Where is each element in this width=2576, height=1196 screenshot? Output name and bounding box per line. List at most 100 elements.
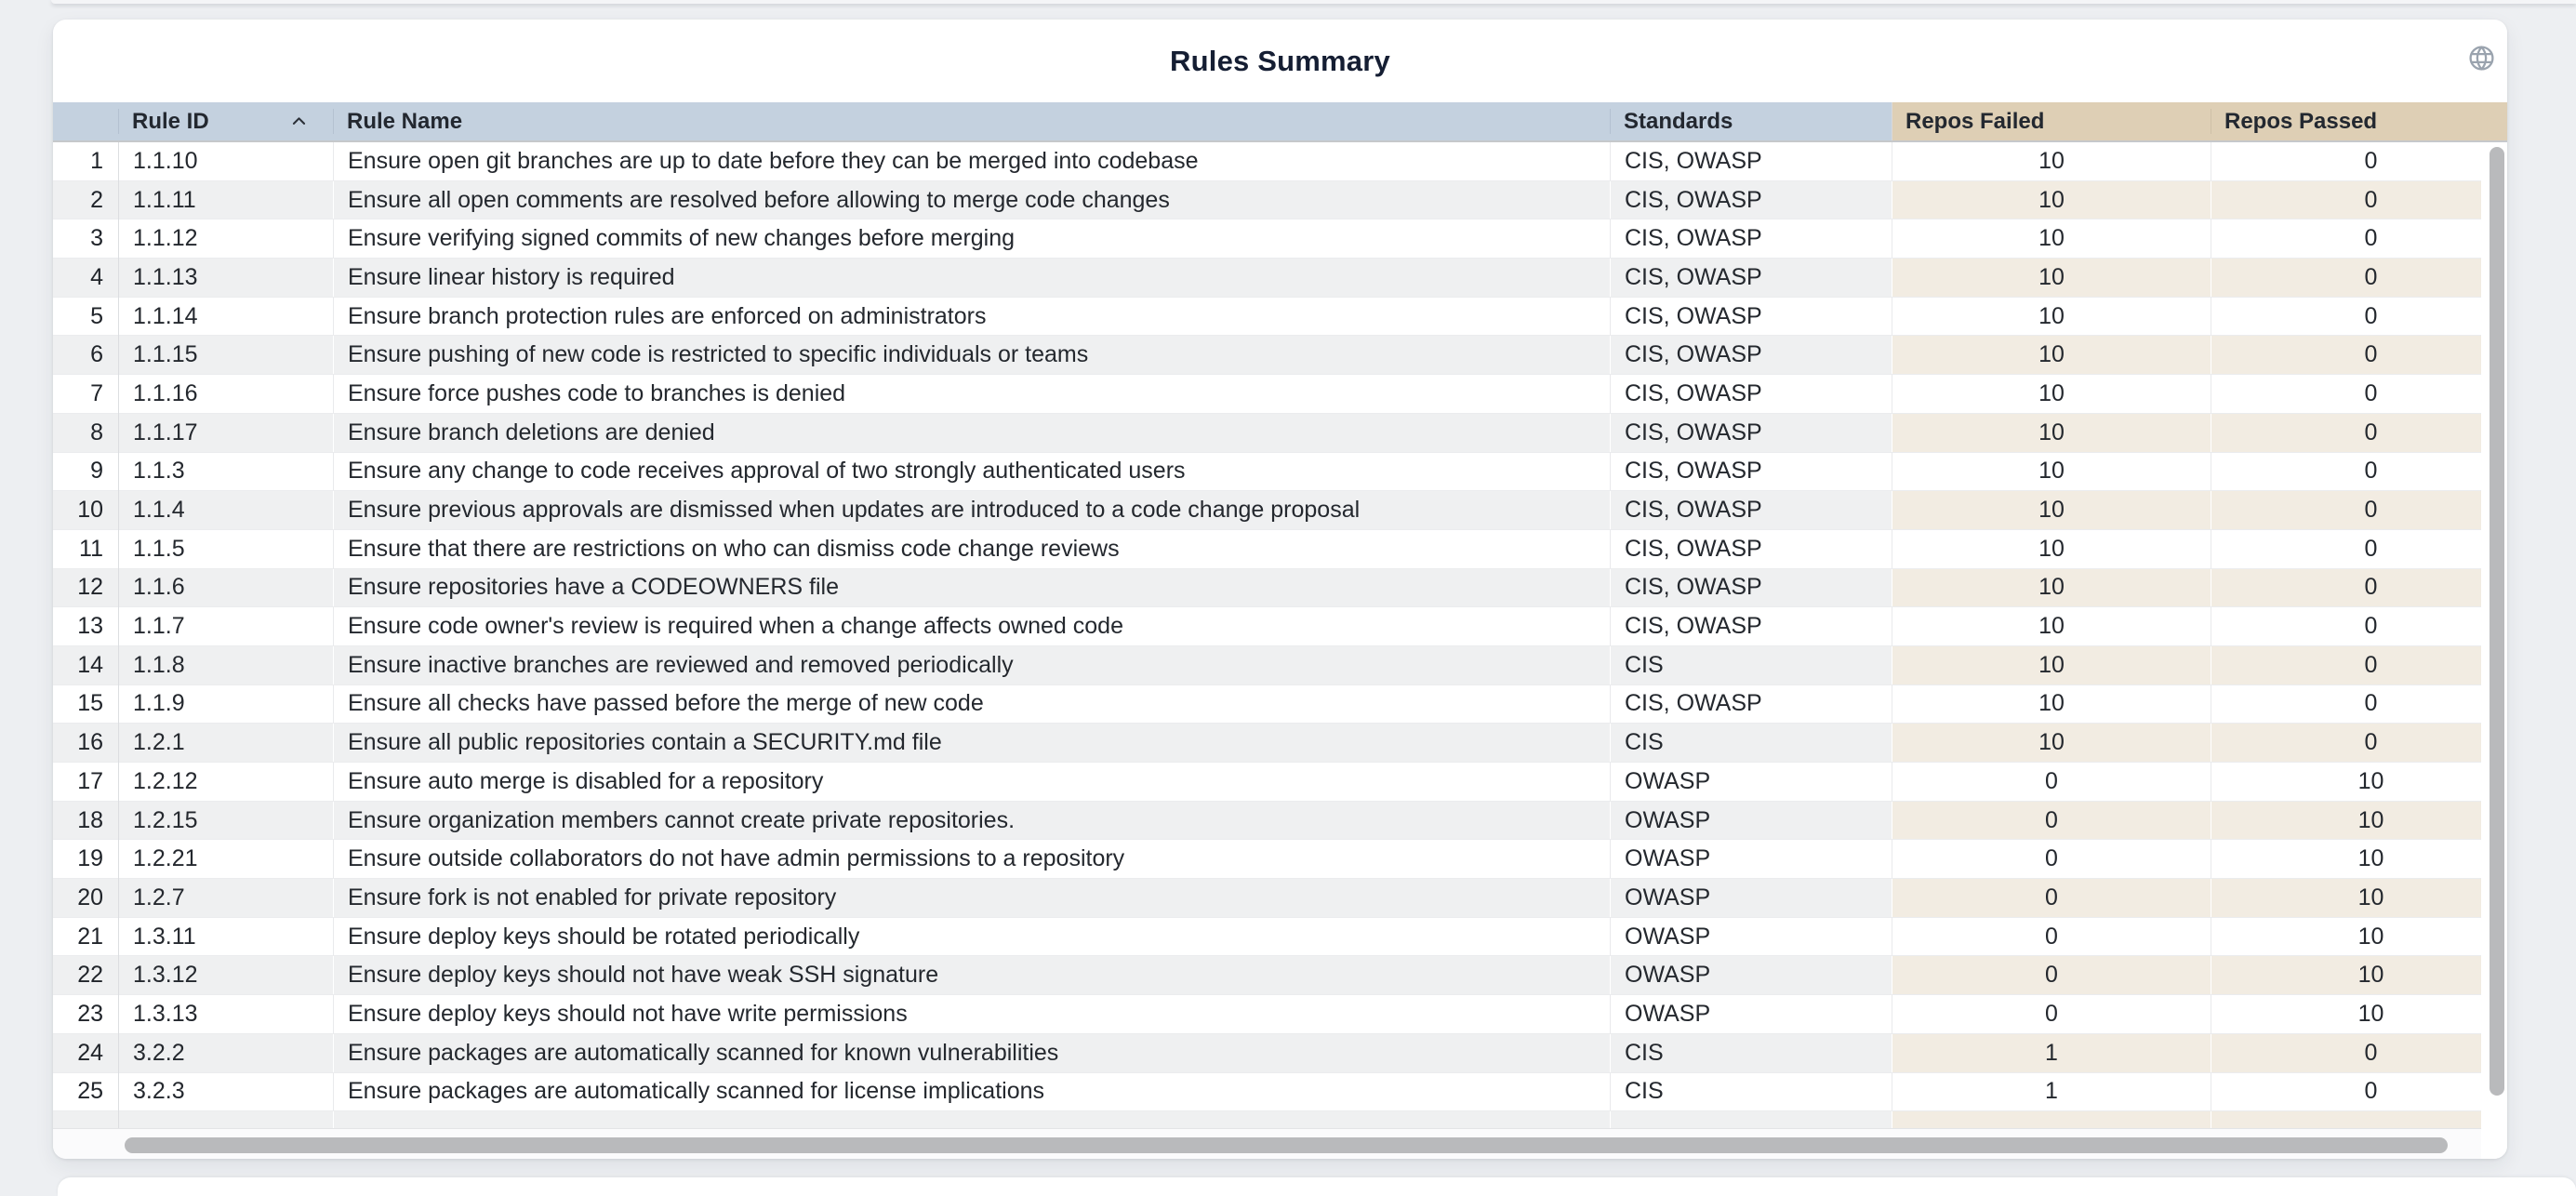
- header-repos-passed[interactable]: Repos Passed: [2211, 102, 2507, 140]
- table-row[interactable]: 5 1.1.14 Ensure branch protection rules ar…: [53, 297, 2481, 337]
- horizontal-scrollbar-thumb[interactable]: [125, 1137, 2448, 1153]
- row-number-cell: 23: [77, 1000, 103, 1027]
- standards-cell: CIS, OWASP: [1610, 219, 1892, 259]
- row-number-column-divider: [118, 142, 119, 1159]
- repos-failed-cell: 10: [1892, 724, 2211, 762]
- rule-id-cell: 3.2.3: [118, 1072, 333, 1111]
- table-row[interactable]: 7 1.1.16 Ensure force pushes code to branc…: [53, 375, 2481, 414]
- standards-cell: CIS, OWASP: [1610, 491, 1892, 529]
- row-number-cell: 18: [53, 801, 118, 840]
- table-row[interactable]: 13 1.1.7 Ensure code owner's review is req…: [53, 607, 2481, 646]
- table-row[interactable]: 15 1.1.9 Ensure all checks have passed bef…: [53, 684, 2481, 724]
- repos-failed-cell: 10: [1892, 142, 2211, 180]
- table-row[interactable]: 8 1.1.17 Ensure branch deletions are denie…: [53, 413, 2481, 453]
- rule-id-cell: 1.1.13: [118, 259, 333, 297]
- repos-failed-cell: 10: [1892, 529, 2211, 568]
- repos-passed-cell: 0: [2211, 219, 2481, 259]
- standards-cell: CIS: [1610, 1033, 1892, 1072]
- standards-cell: CIS: [1610, 1072, 1892, 1111]
- repos-passed-cell: 0: [2211, 529, 2481, 568]
- repos-failed-cell: 10: [1892, 336, 2211, 375]
- vertical-scrollbar-thumb[interactable]: [2490, 147, 2504, 1096]
- table-row[interactable]: 16 1.2.1 Ensure all public repositories co…: [53, 724, 2481, 763]
- row-number-cell: 8: [53, 413, 118, 452]
- rule-name-cell: Ensure any change to code receives appro…: [333, 452, 1610, 491]
- header-standards[interactable]: Standards: [1610, 102, 1892, 140]
- row-number-cell: 6: [53, 336, 118, 375]
- row-number-cell: 22: [53, 956, 118, 995]
- table-row[interactable]: 6 1.1.15 Ensure pushing of new code is res…: [53, 336, 2481, 376]
- table-row[interactable]: 12 1.1.6 Ensure repositories have a CODEOW…: [53, 568, 2481, 608]
- repos-passed-cell: 0: [2211, 607, 2481, 645]
- table-row[interactable]: 1 1.1.10 Ensure open git branches are up t…: [53, 142, 2481, 181]
- repos-failed-cell: 10: [1892, 375, 2211, 413]
- header-rule-name[interactable]: Rule Name: [333, 102, 1610, 140]
- rule-name-cell: Ensure packages are automatically scanne…: [333, 1072, 1610, 1111]
- rule-name-cell: Ensure fork is not enabled for private r…: [333, 879, 1610, 917]
- rule-name-cell: Ensure all public repositories contain a…: [333, 724, 1610, 762]
- rule-name-cell: Ensure deploy keys should be rotated per…: [333, 917, 1610, 956]
- row-number-cell: 19: [77, 845, 103, 872]
- next-card-top-edge: [58, 1177, 2576, 1196]
- repos-failed-cell: 10: [1892, 684, 2211, 724]
- row-number-cell: 1: [90, 147, 103, 174]
- row-number-cell: 13: [77, 613, 103, 640]
- repos-passed-cell: 0: [2211, 645, 2481, 684]
- rule-name-cell: Ensure branch deletions are denied: [333, 413, 1610, 452]
- scrollbar-corner: [2481, 1128, 2507, 1159]
- globe-icon: [2469, 46, 2494, 71]
- rule-id-cell: 1.1.9: [118, 684, 333, 724]
- row-number-cell: 4: [53, 259, 118, 297]
- table-row[interactable]: 24 3.2.2 Ensure packages are automatically…: [53, 1033, 2481, 1073]
- rule-id-cell: 1.1.17: [118, 413, 333, 452]
- table-row[interactable]: 19 1.2.21 Ensure outside collaborators do …: [53, 840, 2481, 880]
- rule-name-cell: Ensure auto merge is disabled for a repo…: [333, 763, 1610, 801]
- rule-id-cell: 1.3.11: [118, 917, 333, 956]
- row-number-cell: 25: [77, 1078, 103, 1105]
- repos-failed-cell: 0: [1892, 879, 2211, 917]
- repos-passed-cell: 0: [2211, 491, 2481, 529]
- header-label: Rule ID: [132, 108, 209, 134]
- table-row[interactable]: 11 1.1.5 Ensure that there are restriction…: [53, 529, 2481, 569]
- table-row[interactable]: 22 1.3.12 Ensure deploy keys should not ha…: [53, 956, 2481, 996]
- row-number-cell: 12: [53, 568, 118, 607]
- table-row-partial: [53, 1111, 2481, 1128]
- repos-failed-cell: 0: [1892, 840, 2211, 879]
- table-row[interactable]: 21 1.3.11 Ensure deploy keys should be rot…: [53, 917, 2481, 957]
- repos-passed-cell: 10: [2211, 956, 2481, 995]
- repos-passed-cell: 10: [2211, 917, 2481, 956]
- header-rule-id[interactable]: Rule ID: [118, 102, 333, 140]
- table-row[interactable]: 20 1.2.7 Ensure fork is not enabled for pr…: [53, 879, 2481, 918]
- globe-button[interactable]: [2466, 43, 2497, 73]
- standards-cell: CIS, OWASP: [1610, 297, 1892, 336]
- table-row[interactable]: 3 1.1.12 Ensure verifying signed commits o…: [53, 219, 2481, 259]
- table-body: 1 1.1.10 Ensure open git branches are up t…: [53, 142, 2481, 1128]
- table-row[interactable]: 9 1.1.3 Ensure any change to code receives…: [53, 452, 2481, 492]
- standards-cell: CIS: [1610, 645, 1892, 684]
- row-number-cell: 3: [90, 225, 103, 252]
- repos-failed-cell: 10: [1892, 452, 2211, 491]
- previous-card-bottom-edge: [51, 0, 2576, 4]
- rule-id-cell: 1.1.15: [118, 336, 333, 375]
- table-row[interactable]: 18 1.2.15 Ensure organization members cann…: [53, 801, 2481, 841]
- rule-id-cell: 1.1.16: [118, 375, 333, 413]
- header-repos-failed[interactable]: Repos Failed: [1892, 102, 2211, 140]
- table-row[interactable]: 14 1.1.8 Ensure inactive branches are revi…: [53, 645, 2481, 685]
- repos-passed-cell: 10: [2211, 879, 2481, 917]
- repos-failed-cell: 0: [1892, 956, 2211, 995]
- table-row[interactable]: 25 3.2.3 Ensure packages are automatically…: [53, 1072, 2481, 1112]
- table-row[interactable]: 4 1.1.13 Ensure linear history is required…: [53, 259, 2481, 298]
- table-row[interactable]: 23 1.3.13 Ensure deploy keys should not ha…: [53, 995, 2481, 1034]
- row-number-cell: 17: [77, 767, 103, 794]
- standards-cell: CIS, OWASP: [1610, 142, 1892, 180]
- repos-passed-cell: 10: [2211, 763, 2481, 801]
- header-separator: [333, 109, 334, 134]
- table-row[interactable]: 2 1.1.11 Ensure all open comments are reso…: [53, 180, 2481, 220]
- rule-id-cell: 1.1.10: [118, 142, 333, 180]
- table-row[interactable]: 17 1.2.12 Ensure auto merge is disabled fo…: [53, 763, 2481, 802]
- table-row[interactable]: 10 1.1.4 Ensure previous approvals are dis…: [53, 491, 2481, 530]
- empty-cell: [1610, 1111, 1892, 1128]
- repos-failed-cell: 10: [1892, 413, 2211, 452]
- row-number-cell: 2: [53, 180, 118, 219]
